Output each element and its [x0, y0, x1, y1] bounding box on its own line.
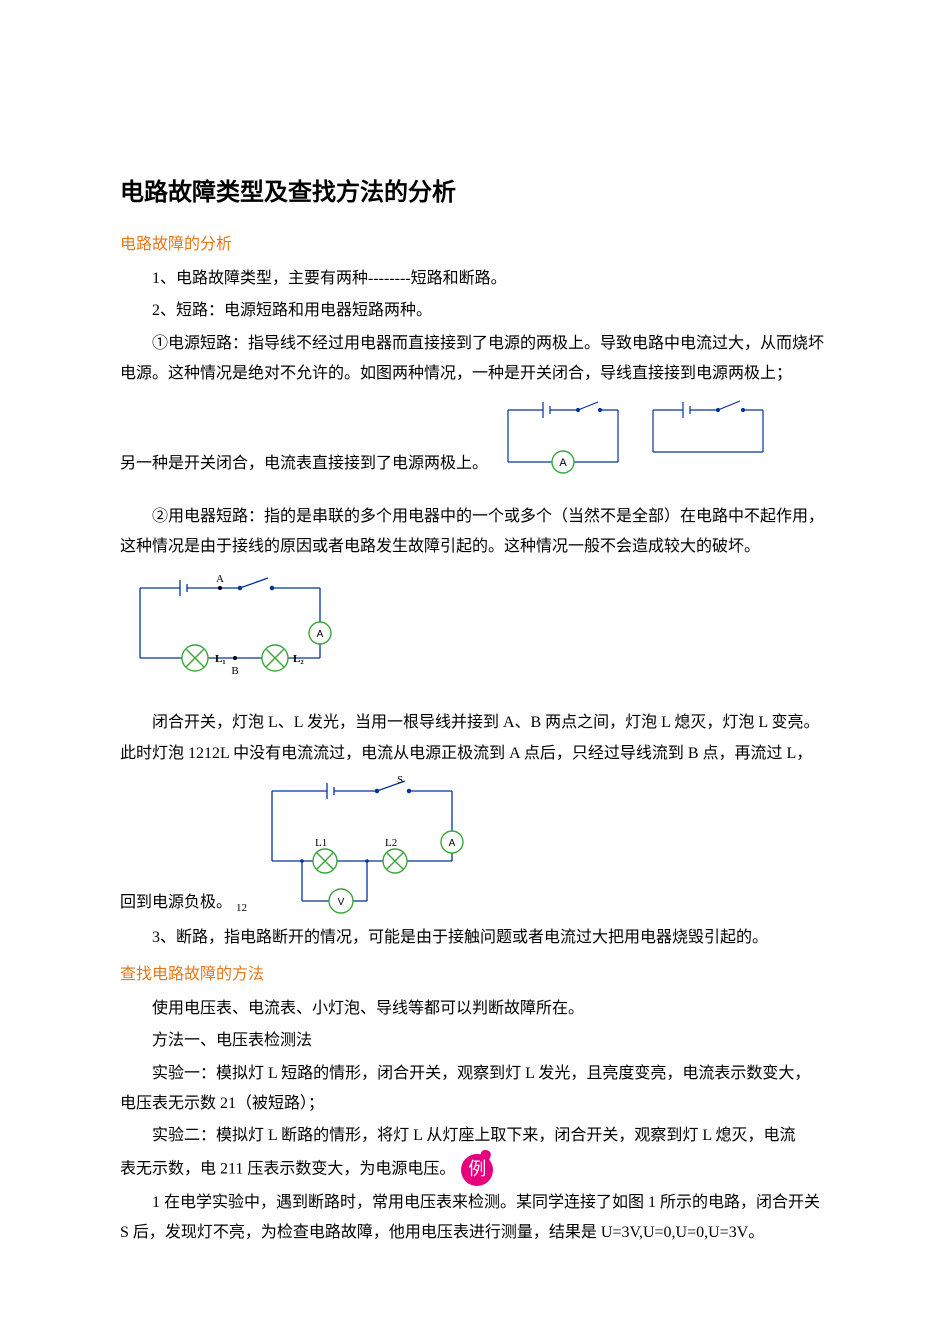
paragraph-with-badge: 表无示数，电 211 压表示数变大，为电源电压。 例 — [120, 1154, 825, 1186]
svg-text:A: A — [216, 573, 224, 585]
row-diagram-4: 回到电源负极。 12 — [120, 771, 825, 921]
row-diagrams-1: 另一种是开关闭合，电流表直接接到了电源两极上。 — [120, 392, 825, 482]
paragraph: 方法一、电压表检测法 — [120, 1026, 825, 1056]
paragraph: 1、电路故障类型，主要有两种--------短路和断路。 — [120, 264, 825, 294]
paragraph: 1 在电学实验中，遇到断路时，常用电压表来检测。某同学连接了如图 1 所示的电路… — [120, 1188, 825, 1249]
circuit-diagram-2 — [638, 392, 778, 482]
svg-text:L₁: L₁ — [215, 653, 226, 665]
document-page: 电路故障类型及查找方法的分析 电路故障的分析 1、电路故障类型，主要有两种---… — [0, 0, 945, 1337]
text: 回到电源负极。 — [120, 894, 232, 911]
svg-text:S: S — [397, 774, 403, 786]
circuit-diagram-1: A — [488, 392, 638, 482]
paragraph: 3、断路，指电路断开的情况，可能是由于接触问题或者电流过大把用电器烧毁引起的。 — [120, 923, 825, 953]
svg-text:A: A — [449, 838, 456, 849]
svg-text:A: A — [317, 629, 324, 640]
page-title: 电路故障类型及查找方法的分析 — [120, 170, 825, 216]
paragraph: ②用电器短路：指的是串联的多个用电器中的一个或多个（当然不是全部）在电路中不起作… — [120, 502, 825, 563]
svg-text:A: A — [559, 457, 567, 469]
circuit-diagram-3-wrap: A A B L₁ L₂ — [120, 568, 825, 688]
svg-text:L₂: L₂ — [293, 653, 304, 665]
circuit-diagram-4: A V S L1 L2 — [247, 771, 477, 921]
circuit-diagram-3: A A B L₁ L₂ — [120, 568, 340, 688]
section-heading: 电路故障的分析 — [120, 230, 825, 260]
section-heading: 查找电路故障的方法 — [120, 960, 825, 990]
example-badge-icon: 例 — [461, 1154, 493, 1186]
paragraph: 回到电源负极。 12 — [120, 888, 247, 919]
svg-text:V: V — [338, 897, 345, 908]
paragraph: 闭合开关，灯泡 L、L 发光，当用一根导线并接到 A、B 两点之间，灯泡 L 熄… — [120, 708, 825, 769]
svg-text:L1: L1 — [315, 837, 327, 849]
svg-text:L2: L2 — [385, 837, 397, 849]
text: 表无示数，电 211 压表示数变大，为电源电压。 — [120, 1161, 455, 1178]
paragraph: 实验二：模拟灯 L 断路的情形，将灯 L 从灯座上取下来，闭合开关，观察到灯 L… — [120, 1121, 825, 1151]
svg-text:B: B — [231, 665, 238, 677]
paragraph: ①电源短路：指导线不经过用电器而直接接到了电源的两极上。导致电路中电流过大，从而… — [120, 329, 825, 390]
example-badge-text: 例 — [468, 1152, 486, 1186]
paragraph: 2、短路：电源短路和用电器短路两种。 — [120, 296, 825, 326]
paragraph: 另一种是开关闭合，电流表直接接到了电源两极上。 — [120, 449, 488, 479]
paragraph: 实验一：模拟灯 L 短路的情形，闭合开关，观察到灯 L 发光，且亮度变亮，电流表… — [120, 1059, 825, 1120]
subscript: 12 — [236, 902, 247, 914]
paragraph: 使用电压表、电流表、小灯泡、导线等都可以判断故障所在。 — [120, 994, 825, 1024]
